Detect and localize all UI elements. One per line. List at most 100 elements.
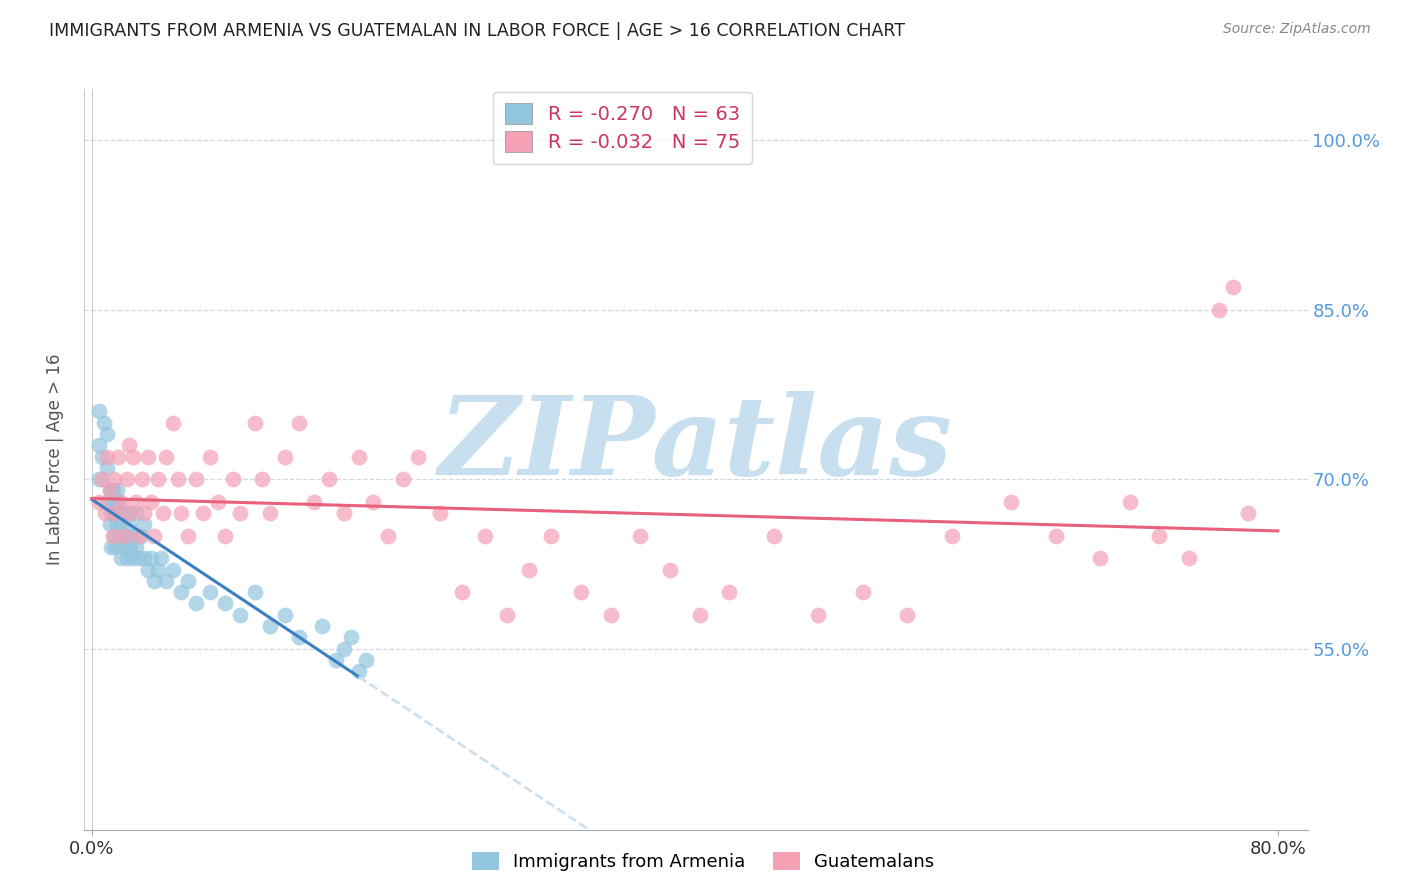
Point [110,551,132,566]
Point [118,517,141,532]
Point [125,495,148,509]
Point [718,585,741,599]
Point [302,495,325,509]
Point [125,540,148,554]
Point [166,472,188,486]
Point [259,619,281,633]
Point [143,574,166,588]
Point [121,529,143,543]
Point [89,404,111,418]
Point [128,529,150,543]
Point [110,495,132,509]
Point [128,551,150,566]
Point [98,483,121,498]
Text: ZIPatlas: ZIPatlas [439,391,953,499]
Point [659,563,682,577]
Point [112,529,135,543]
Point [1178,551,1201,566]
Point [347,450,370,464]
Point [120,506,142,520]
Point [136,563,159,577]
Point [288,416,311,430]
Point [152,506,174,520]
Point [1045,529,1067,543]
Point [229,506,252,520]
Point [392,472,415,486]
Point [354,653,377,667]
Point [107,450,129,464]
Point [599,607,621,622]
Point [112,540,135,554]
Point [93,416,115,430]
Point [333,506,356,520]
Point [107,495,129,509]
Point [170,585,193,599]
Point [96,495,118,509]
Point [122,450,145,464]
Point [896,607,918,622]
Point [100,540,122,554]
Point [118,438,141,452]
Point [177,529,200,543]
Point [117,472,139,486]
Point [1088,551,1111,566]
Point [1222,280,1244,294]
Point [89,495,111,509]
Point [101,483,124,498]
Point [91,472,114,486]
Point [131,472,153,486]
Point [340,631,363,645]
Point [103,529,125,543]
Point [941,529,963,543]
Point [155,574,177,588]
Point [96,426,118,441]
Point [132,506,155,520]
Point [129,529,152,543]
Point [184,472,207,486]
Point [96,461,118,475]
Point [150,551,173,566]
Point [104,540,127,554]
Point [333,641,356,656]
Point [288,631,311,645]
Point [132,517,155,532]
Point [807,607,830,622]
Point [1149,529,1171,543]
Point [155,450,177,464]
Point [177,574,200,588]
Point [451,585,474,599]
Point [89,438,111,452]
Legend: Immigrants from Armenia, Guatemalans: Immigrants from Armenia, Guatemalans [464,845,942,879]
Point [311,619,333,633]
Point [110,517,132,532]
Point [569,585,592,599]
Point [148,563,170,577]
Point [221,472,243,486]
Point [325,653,347,667]
Point [259,506,281,520]
Point [107,529,129,543]
Point [148,472,170,486]
Point [105,517,128,532]
Point [229,607,252,622]
Point [132,551,155,566]
Point [139,551,162,566]
Point [1118,495,1140,509]
Point [191,506,214,520]
Point [162,563,184,577]
Point [1237,506,1260,520]
Point [125,506,148,520]
Point [105,483,128,498]
Point [689,607,711,622]
Point [363,495,385,509]
Point [474,529,496,543]
Point [852,585,875,599]
Legend: R = -0.270   N = 63, R = -0.032   N = 75: R = -0.270 N = 63, R = -0.032 N = 75 [494,92,752,164]
Point [115,529,138,543]
Point [104,506,127,520]
Point [162,416,184,430]
Point [112,506,135,520]
Point [214,597,236,611]
Point [347,665,370,679]
Point [273,450,295,464]
